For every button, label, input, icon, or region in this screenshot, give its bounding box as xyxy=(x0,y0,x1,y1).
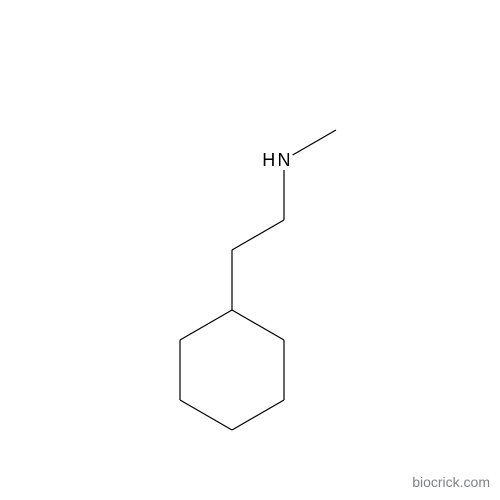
bond xyxy=(232,220,284,250)
bond xyxy=(293,130,336,155)
bond xyxy=(232,400,284,430)
molecule-diagram: NH xyxy=(0,0,500,500)
watermark-text: biocrick.com xyxy=(412,474,490,490)
bond xyxy=(180,310,232,340)
atom-label: N xyxy=(278,150,291,170)
bond xyxy=(180,400,232,430)
atom-h-label: H xyxy=(262,150,275,170)
bond xyxy=(232,310,284,340)
